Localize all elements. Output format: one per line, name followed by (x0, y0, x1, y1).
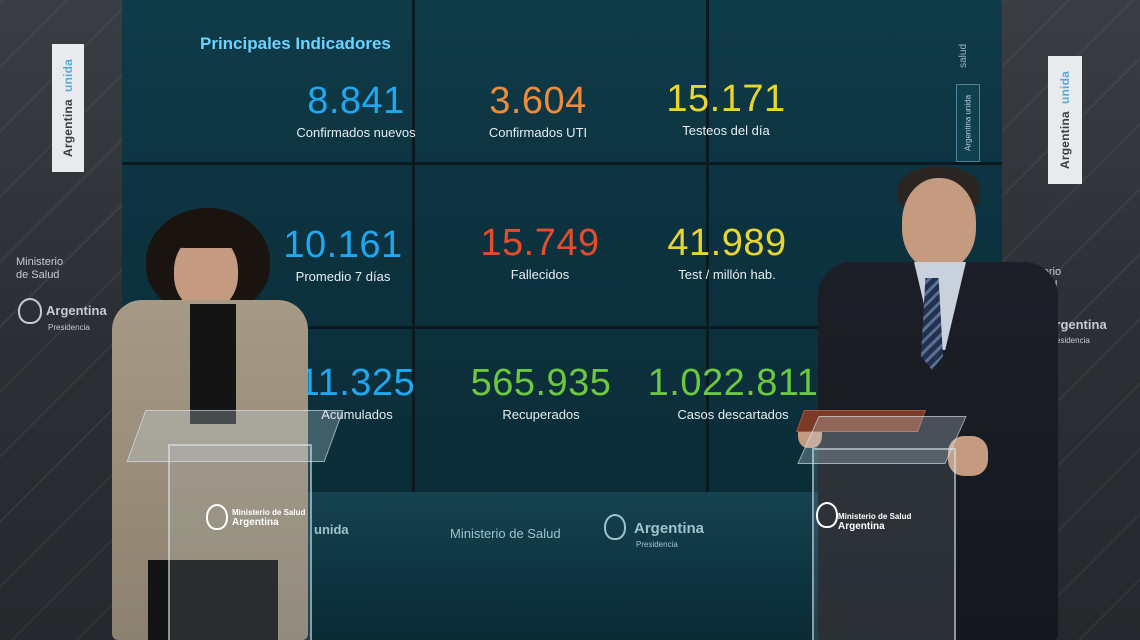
stat-acumulados: 11.325 Acumulados (298, 362, 416, 422)
argentina-unida-badge-left: Argentina unida (52, 44, 84, 172)
stat-confirmados-nuevos: 8.841 Confirmados nuevos (296, 80, 416, 140)
floor-argentina-label: Argentina (634, 520, 705, 537)
podium-right-logo: Ministerio de Salud Argentina (838, 512, 912, 532)
floor-unida-label: unida (314, 522, 349, 537)
left-backdrop: Argentina unida Ministerio de Salud Arge… (0, 0, 122, 640)
argentina-seal-icon (18, 298, 42, 324)
ministerio-label-left: Ministerio de Salud (16, 256, 64, 281)
stat-confirmados-uti: 3.604 Confirmados UTI (488, 80, 588, 140)
stat-testeos-del-dia: 15.171 Testeos del día (666, 78, 786, 138)
argentina-unida-badge-right: Argentina unida (1048, 56, 1082, 184)
floor-ministerio-label: Ministerio de Salud (450, 526, 561, 541)
stat-fallecidos: 15.749 Fallecidos (480, 222, 600, 282)
argentina-label-right: Argentina (1046, 317, 1107, 332)
salud-label: salud (958, 44, 969, 68)
podium-left-logo: Ministerio de Salud Argentina (232, 508, 306, 528)
presidencia-label-right: Presidencia (1048, 336, 1090, 345)
stat-recuperados: 565.935 Recuperados (470, 362, 612, 422)
stat-promedio-7-dias: 10.161 Promedio 7 días (283, 224, 403, 284)
podium-left-seal-icon (206, 504, 228, 530)
argentina-label-left: Argentina (46, 303, 107, 318)
right-backdrop: Argentina unida Ministerio de Salud Arge… (1002, 0, 1140, 640)
floor-presidencia-label: Presidencia (636, 540, 678, 549)
podium-right-seal-icon (816, 502, 838, 528)
stat-test-millon-hab: 41.989 Test / millón hab. (667, 222, 787, 282)
presidencia-label-left: Presidencia (48, 323, 90, 332)
panel-title: Principales Indicadores (200, 34, 391, 53)
floor-seal-icon (604, 514, 626, 540)
stat-casos-descartados: 1.022.811 Casos descartados (647, 362, 819, 422)
wall-argentina-unida-badge: Argentina unida (956, 84, 980, 162)
